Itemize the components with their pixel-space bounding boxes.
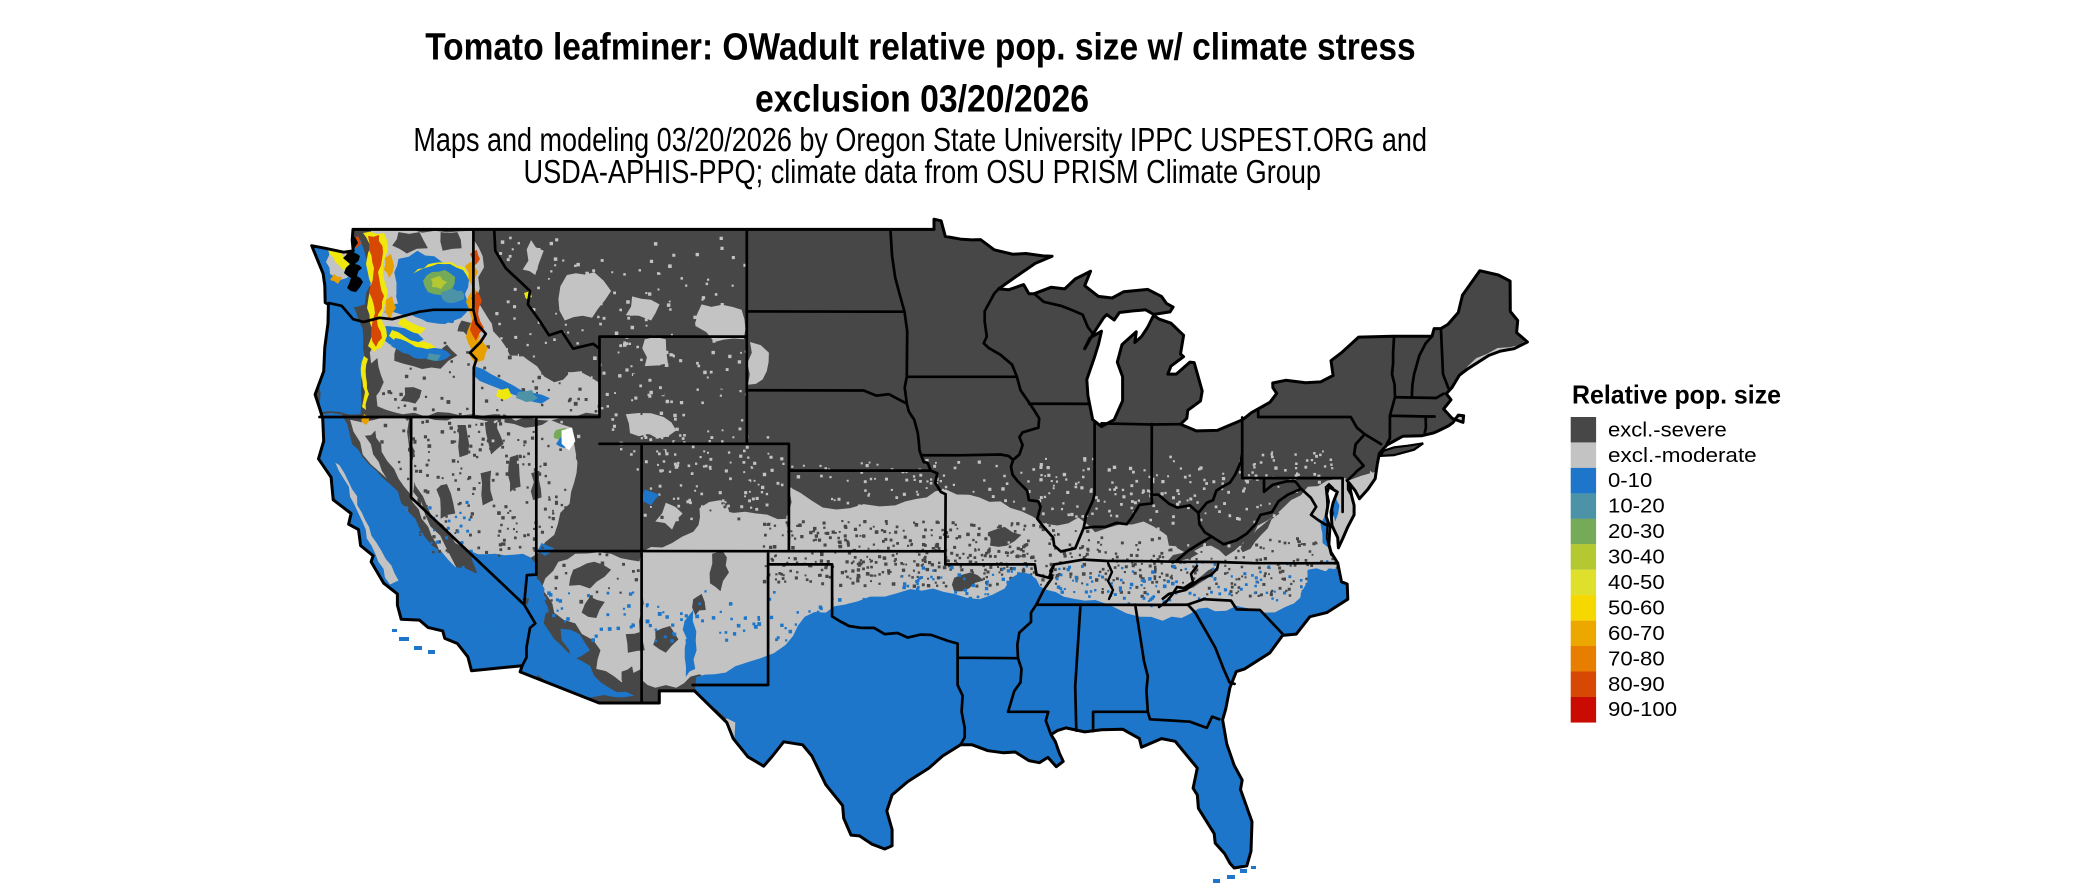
svg-text:60-70: 60-70 — [1608, 622, 1665, 645]
svg-text:20-30: 20-30 — [1608, 520, 1665, 543]
svg-text:30-40: 30-40 — [1608, 546, 1665, 569]
svg-text:0-10: 0-10 — [1608, 469, 1652, 492]
svg-text:50-60: 50-60 — [1608, 596, 1665, 619]
svg-text:excl.-severe: excl.-severe — [1608, 418, 1727, 441]
svg-text:USDA-APHIS-PPQ; climate data f: USDA-APHIS-PPQ; climate data from OSU PR… — [524, 154, 1322, 191]
svg-text:exclusion 03/20/2026: exclusion 03/20/2026 — [755, 78, 1089, 120]
svg-text:70-80: 70-80 — [1608, 647, 1665, 670]
svg-text:Relative pop. size: Relative pop. size — [1572, 380, 1781, 410]
svg-text:Maps and modeling 03/20/2026 b: Maps and modeling 03/20/2026 by Oregon S… — [413, 122, 1427, 159]
svg-text:10-20: 10-20 — [1608, 495, 1665, 518]
svg-text:80-90: 80-90 — [1608, 673, 1665, 696]
svg-text:40-50: 40-50 — [1608, 571, 1665, 594]
svg-text:Tomato leafminer: OWadult rela: Tomato leafminer: OWadult relative pop. … — [425, 25, 1415, 67]
svg-text:90-100: 90-100 — [1608, 698, 1677, 721]
svg-text:excl.-moderate: excl.-moderate — [1608, 444, 1757, 467]
